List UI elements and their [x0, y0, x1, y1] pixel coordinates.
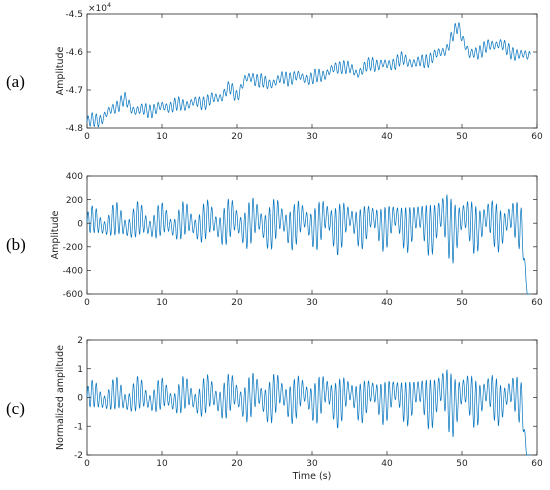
series-line: [86, 369, 531, 456]
y-axis-label: Amplitude: [55, 47, 66, 96]
chart-panel-2: 0 10 20 30 40 50 60 400 200 0 -200 -400 -600 Amplitud…: [6, 172, 543, 308]
panel-label: (c): [6, 399, 25, 418]
x-tick-label: 10: [156, 298, 168, 308]
x-tick-label: 30: [306, 298, 318, 308]
y-tick-label: 400: [66, 172, 83, 182]
x-tick-label: 60: [531, 132, 543, 142]
chart-panel-1: 0 10 20 30 40 50 60 -4.5 -4.6 -4.7 -4.8 ×104 Amplitu…: [6, 1, 543, 142]
x-tick-label: 0: [84, 459, 90, 469]
x-tick-label: 50: [456, 298, 468, 308]
x-tick-label: 20: [231, 459, 243, 469]
x-tick-label: 40: [381, 132, 393, 142]
x-tick-label: 30: [306, 132, 318, 142]
series-line: [86, 194, 531, 295]
x-axis-label: Time (s): [292, 471, 332, 482]
y-axis-label: Amplitude: [50, 211, 61, 260]
x-tick-label: 10: [156, 132, 168, 142]
y-tick-label: 200: [66, 196, 83, 206]
y-exponent-label: ×104: [88, 1, 111, 14]
y-tick-label: -2: [74, 451, 83, 461]
y-tick-label: -4.7: [65, 86, 83, 96]
y-tick-label: -400: [63, 267, 84, 277]
y-tick-label: -600: [63, 290, 84, 300]
y-tick-label: -4.6: [65, 48, 83, 58]
axes-box: [86, 339, 538, 456]
x-tick-label: 60: [531, 298, 543, 308]
x-tick-label: 50: [456, 132, 468, 142]
x-tick-label: 0: [84, 132, 90, 142]
x-tick-label: 20: [231, 132, 243, 142]
x-tick-label: 40: [381, 298, 393, 308]
y-exponent-base: ×10: [88, 4, 107, 14]
panel-label: (b): [6, 235, 26, 254]
x-tick-label: 30: [306, 459, 318, 469]
x-tick-label: 20: [231, 298, 243, 308]
x-tick-label: 50: [456, 459, 468, 469]
y-exponent-power: 4: [107, 1, 111, 9]
panel-label: (a): [6, 72, 25, 91]
y-tick-label: -1: [74, 422, 83, 432]
x-tick-label: 40: [381, 459, 393, 469]
y-tick-label: 1: [77, 365, 83, 375]
y-tick-label: 0: [77, 219, 83, 229]
axes-box: [86, 13, 538, 129]
series-line: [86, 22, 531, 128]
y-axis-label: Normalized amplitude: [55, 345, 66, 450]
y-tick-label: 0: [77, 394, 83, 404]
y-tick-label: 2: [77, 336, 83, 346]
x-tick-label: 0: [84, 298, 90, 308]
x-tick-label: 10: [156, 459, 168, 469]
y-tick-label: -4.8: [65, 124, 83, 134]
y-tick-label: -200: [63, 243, 84, 253]
y-tick-label: -4.5: [65, 10, 83, 20]
x-tick-label: 60: [531, 459, 543, 469]
